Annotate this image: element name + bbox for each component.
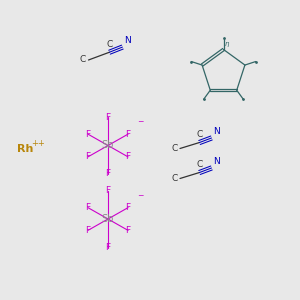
Text: F: F bbox=[105, 243, 111, 252]
Text: N: N bbox=[124, 36, 131, 45]
Text: F: F bbox=[125, 226, 131, 235]
Text: −: − bbox=[137, 118, 143, 127]
Text: −: − bbox=[137, 191, 143, 200]
Text: η: η bbox=[225, 41, 230, 47]
Text: F: F bbox=[85, 203, 91, 212]
Text: Rh: Rh bbox=[16, 143, 33, 154]
Text: C: C bbox=[171, 174, 178, 183]
Text: C: C bbox=[196, 130, 202, 139]
Text: F: F bbox=[105, 169, 111, 178]
Text: F: F bbox=[105, 186, 111, 195]
Text: F: F bbox=[125, 152, 131, 161]
Text: Sb: Sb bbox=[102, 140, 114, 151]
Text: Sb: Sb bbox=[102, 214, 114, 224]
Text: C: C bbox=[196, 160, 202, 169]
Text: N: N bbox=[214, 157, 220, 166]
Text: N: N bbox=[214, 127, 220, 136]
Text: F: F bbox=[85, 226, 91, 235]
Text: C: C bbox=[80, 56, 86, 64]
Text: C: C bbox=[106, 40, 112, 49]
Text: F: F bbox=[85, 130, 91, 139]
Text: ++: ++ bbox=[32, 140, 45, 148]
Text: C: C bbox=[171, 144, 178, 153]
Text: F: F bbox=[125, 130, 131, 139]
Text: F: F bbox=[125, 203, 131, 212]
Text: F: F bbox=[85, 152, 91, 161]
Text: F: F bbox=[105, 112, 111, 122]
